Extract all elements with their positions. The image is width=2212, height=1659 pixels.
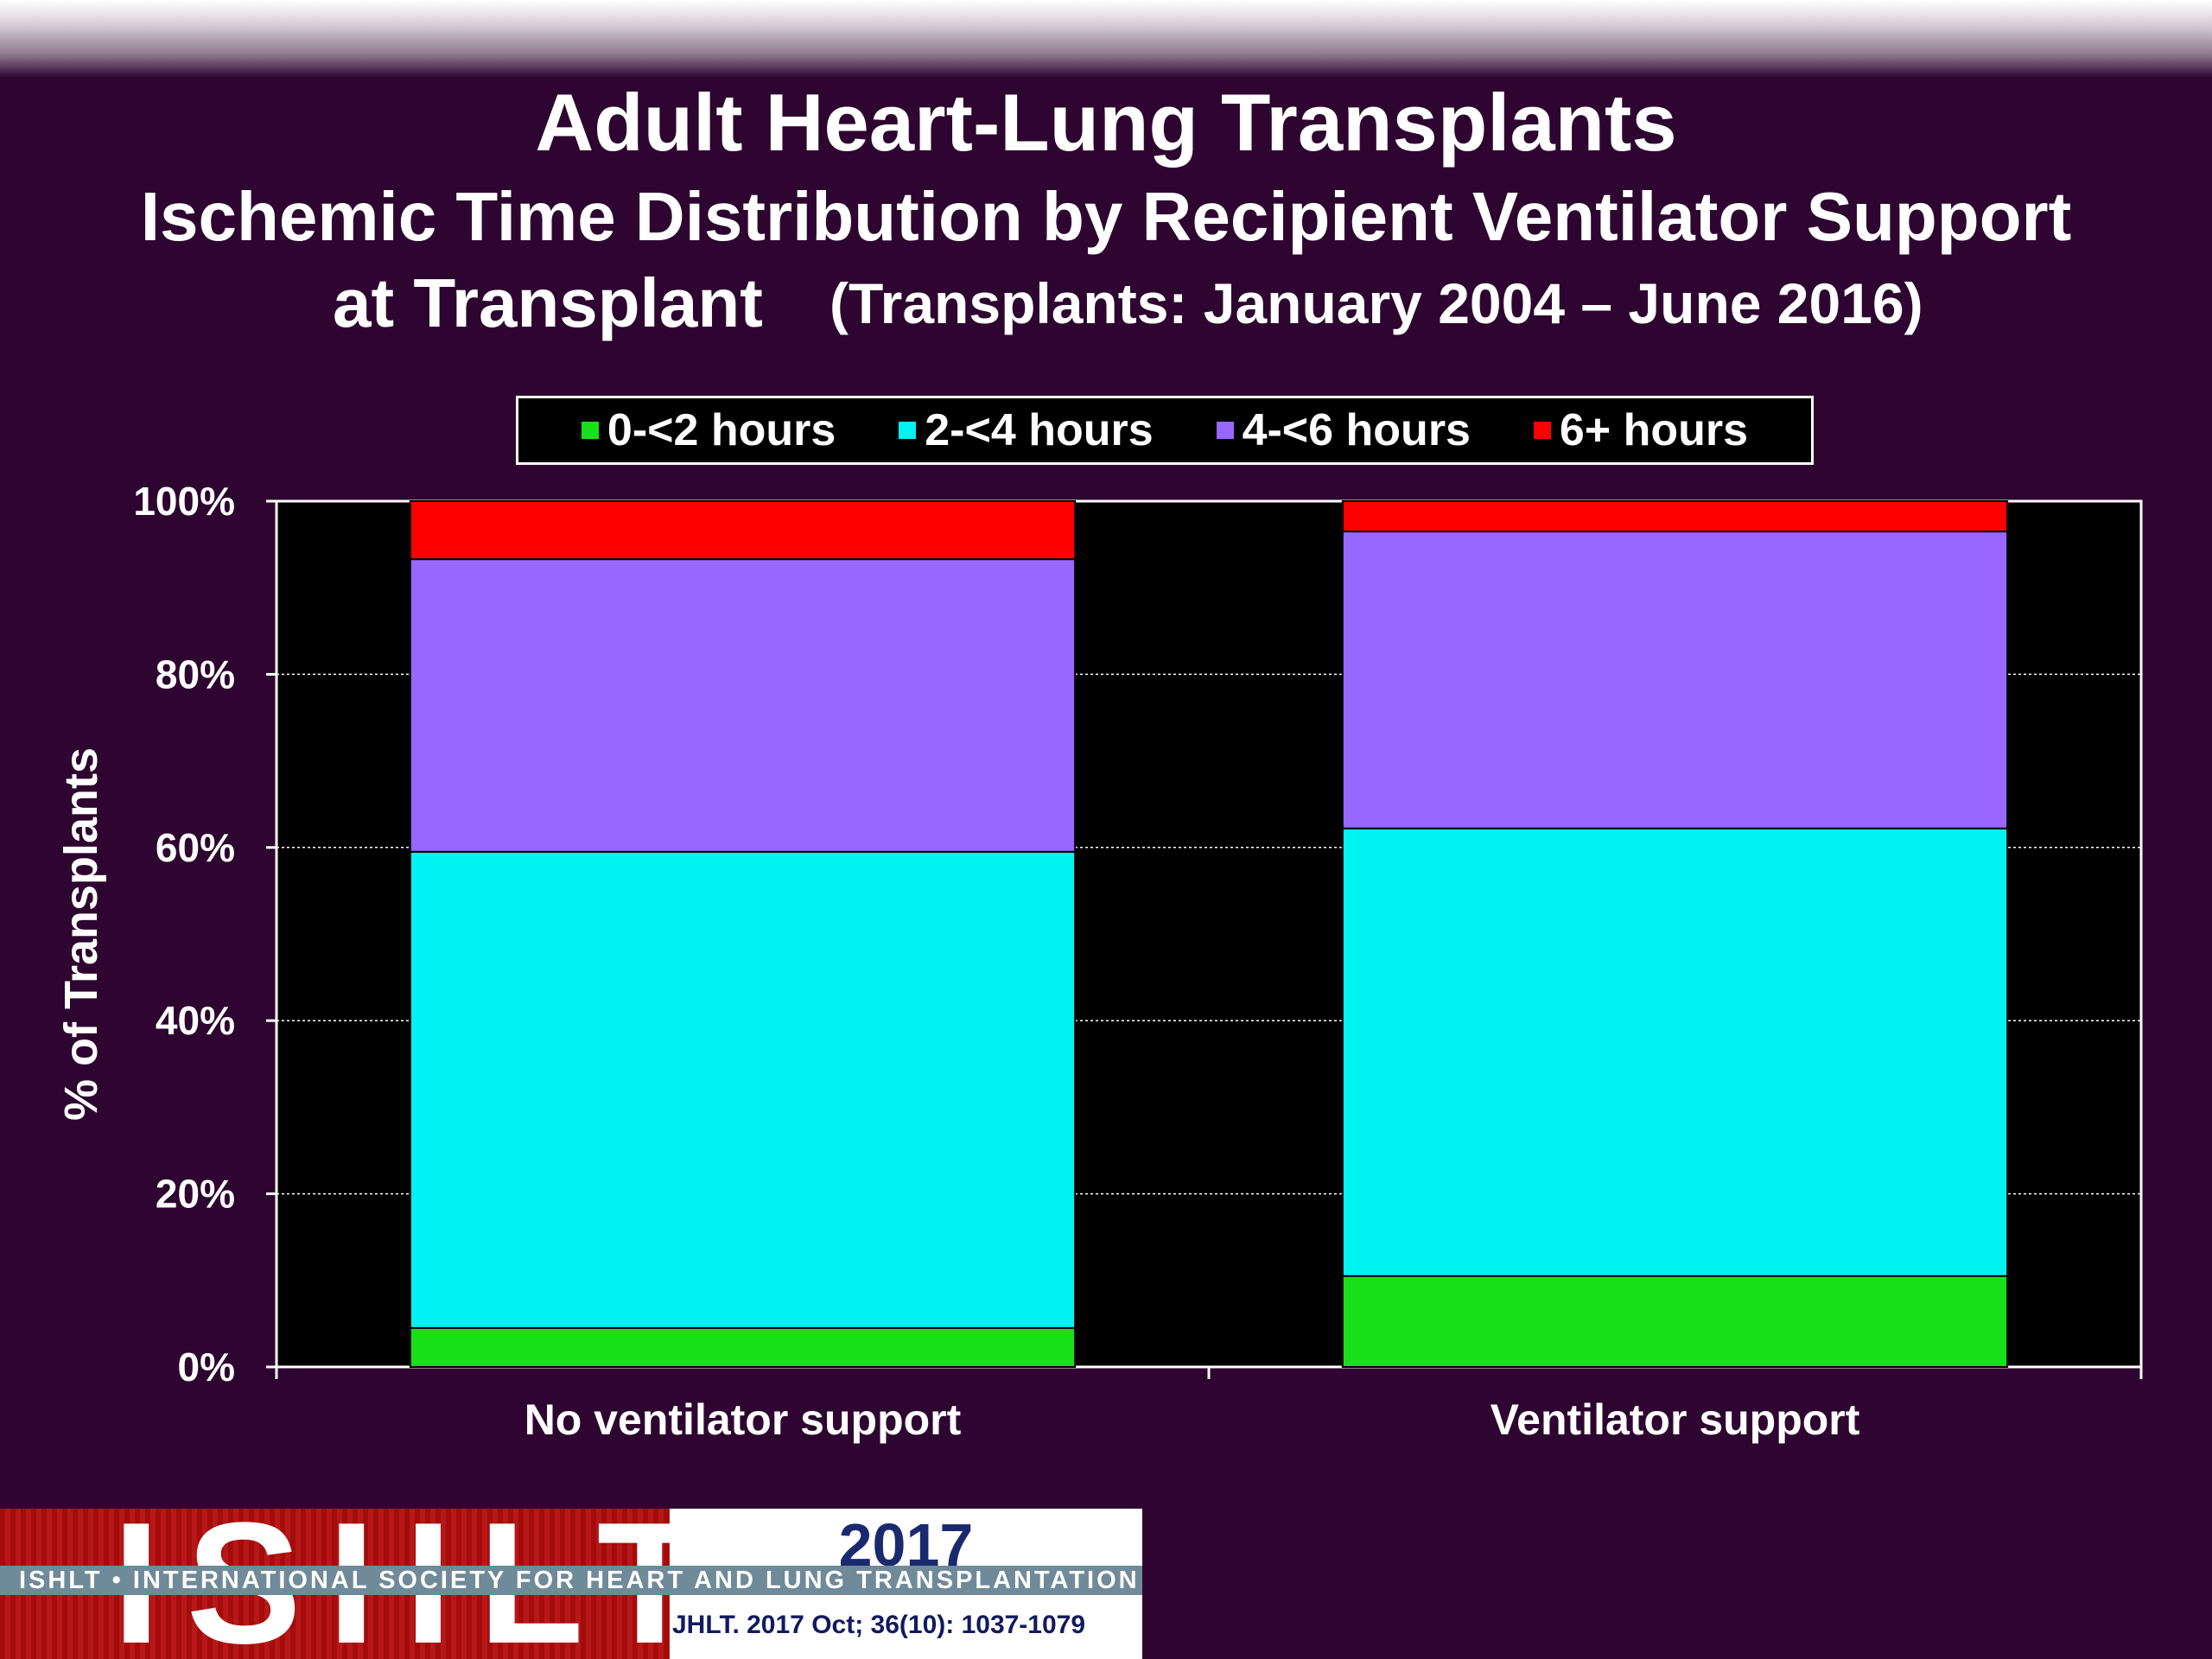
chart-title: Adult Heart-Lung Transplants	[535, 77, 1677, 168]
chart-subtitle: Ischemic Time Distribution by Recipient …	[140, 178, 2072, 255]
legend-label: 6+ hours	[1559, 405, 1749, 455]
bar-segment	[409, 500, 1077, 561]
bar-segment	[409, 558, 1077, 853]
legend-swatch	[1216, 422, 1234, 439]
legend-swatch	[581, 422, 599, 439]
legend-item: 4-<6 hours	[1216, 404, 1471, 456]
legend-item: 6+ hours	[1533, 404, 1749, 456]
legend-label: 2-<4 hours	[925, 405, 1154, 455]
society-name: ISHLT • INTERNATIONAL SOCIETY FOR HEART …	[19, 1567, 1140, 1594]
x-tick-label: Ventilator support	[1491, 1395, 1860, 1444]
y-tick-label: 80%	[156, 652, 235, 696]
footer: ISHLT 2017 ISHLT • INTERNATIONAL SOCIETY…	[0, 1509, 1142, 1659]
legend-swatch	[1533, 422, 1551, 439]
bar-segment	[1341, 531, 2009, 830]
top-gradient-band	[0, 0, 2212, 78]
bar-segment	[409, 850, 1077, 1329]
bar-segment	[1341, 1274, 2009, 1369]
chart-subtitle-line3: at Transplant	[333, 264, 763, 341]
journal-citation: JHLT. 2017 Oct; 36(10): 1037-1079	[672, 1611, 1086, 1639]
bar-segment	[409, 1326, 1077, 1369]
chart-legend: 0-<2 hours 2-<4 hours 4-<6 hours 6+ hours	[516, 396, 1814, 465]
y-tick-label: 20%	[156, 1172, 235, 1217]
y-axis-label: % of Transplants	[55, 747, 107, 1121]
legend-item: 2-<4 hours	[899, 404, 1154, 456]
y-tick-label: 0%	[178, 1344, 235, 1389]
legend-label: 4-<6 hours	[1242, 405, 1471, 455]
x-tick-label: No ventilator support	[524, 1395, 962, 1444]
legend-label: 0-<2 hours	[607, 405, 836, 455]
legend-swatch	[899, 422, 917, 439]
bar-segment	[1341, 500, 2009, 533]
stacked-bar-chart: 0% 20% 40% 60% 80% 100% % of Transplants No ven…	[55, 479, 2143, 1444]
society-band	[0, 1566, 1142, 1595]
legend-item: 0-<2 hours	[581, 404, 836, 456]
y-tick-label: 100%	[133, 479, 235, 524]
y-tick-label: 40%	[156, 998, 235, 1043]
bar-segment	[1341, 827, 2009, 1277]
y-tick-label: 60%	[156, 825, 235, 870]
chart-date-range: (Transplants: January 2004 – June 2016)	[830, 271, 1923, 335]
